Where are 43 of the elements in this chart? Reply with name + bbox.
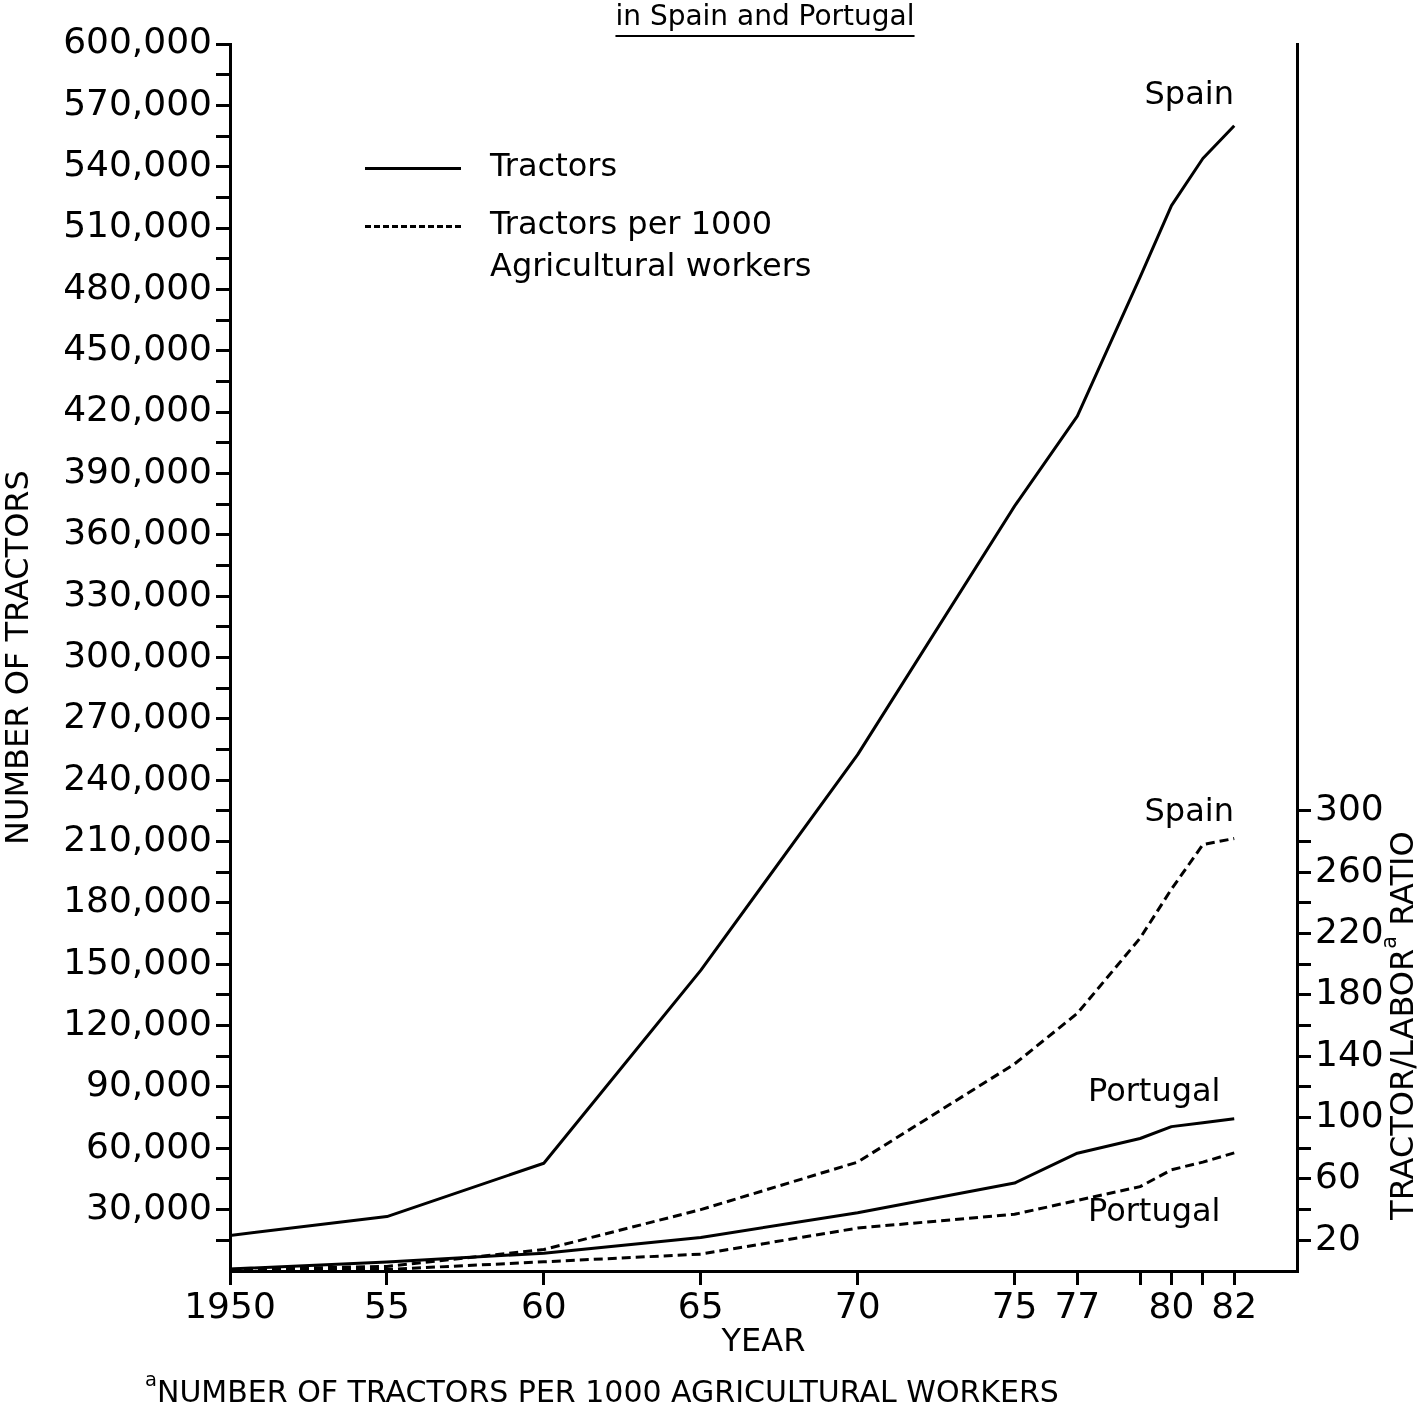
y-tick-label: 600,000 — [63, 20, 212, 62]
y-tick-label: 480,000 — [63, 265, 212, 307]
y-tick-label: 210,000 — [63, 817, 212, 859]
x-tick-label: 82 — [1211, 1284, 1258, 1326]
y-tick-label: 360,000 — [63, 511, 212, 553]
y2-tick-label: 300 — [1315, 787, 1384, 829]
x-tick-label: 75 — [991, 1284, 1038, 1326]
y-tick-label: 390,000 — [63, 449, 212, 491]
y-tick-label: 300,000 — [63, 633, 212, 675]
y-tick-label: 540,000 — [63, 143, 212, 185]
y-tick-label: 420,000 — [63, 388, 212, 430]
y-tick-label: 270,000 — [63, 695, 212, 737]
x-tick-label: 80 — [1148, 1284, 1195, 1326]
y-tick-label: 30,000 — [86, 1186, 212, 1228]
y-axis-title: NUMBER OF TRACTORS — [0, 470, 36, 845]
x-tick-label: 55 — [364, 1284, 410, 1326]
x-tick-label: 77 — [1054, 1284, 1101, 1326]
series-label: Portugal — [1087, 1070, 1221, 1109]
y-tick-label: 150,000 — [63, 940, 212, 982]
x-tick-label: 1950 — [184, 1284, 276, 1326]
series-label: Portugal — [1087, 1191, 1221, 1230]
y-tick-label: 120,000 — [63, 1001, 212, 1043]
y-tick-label: 90,000 — [86, 1063, 212, 1105]
y-tick-label: 510,000 — [63, 204, 212, 246]
y2-tick-label: 20 — [1315, 1216, 1361, 1258]
x-tick-label: 70 — [834, 1284, 881, 1326]
y2-tick-label: 140 — [1315, 1032, 1384, 1074]
y2-tick-label: 180 — [1315, 971, 1384, 1013]
chart-title: in Spain and Portugal — [615, 0, 915, 33]
y-tick-label: 570,000 — [63, 81, 212, 123]
y-tick-label: 180,000 — [63, 879, 212, 921]
annotation: Tractors per 1000 Agricultural workers — [489, 204, 812, 285]
y2-tick-label: 220 — [1315, 909, 1384, 951]
y-tick-label: 240,000 — [63, 756, 212, 798]
x-tick-label: 60 — [520, 1284, 567, 1326]
annotation: Tractors — [489, 146, 618, 185]
series-label: Spain — [1144, 74, 1234, 113]
y2-tick-label: 260 — [1315, 848, 1384, 890]
y-tick-label: 330,000 — [63, 572, 212, 614]
y-tick-label: 60,000 — [86, 1124, 212, 1166]
series-label: Spain — [1144, 790, 1234, 829]
y2-tick-label: 60 — [1315, 1155, 1361, 1197]
y-tick-label: 450,000 — [63, 327, 212, 369]
